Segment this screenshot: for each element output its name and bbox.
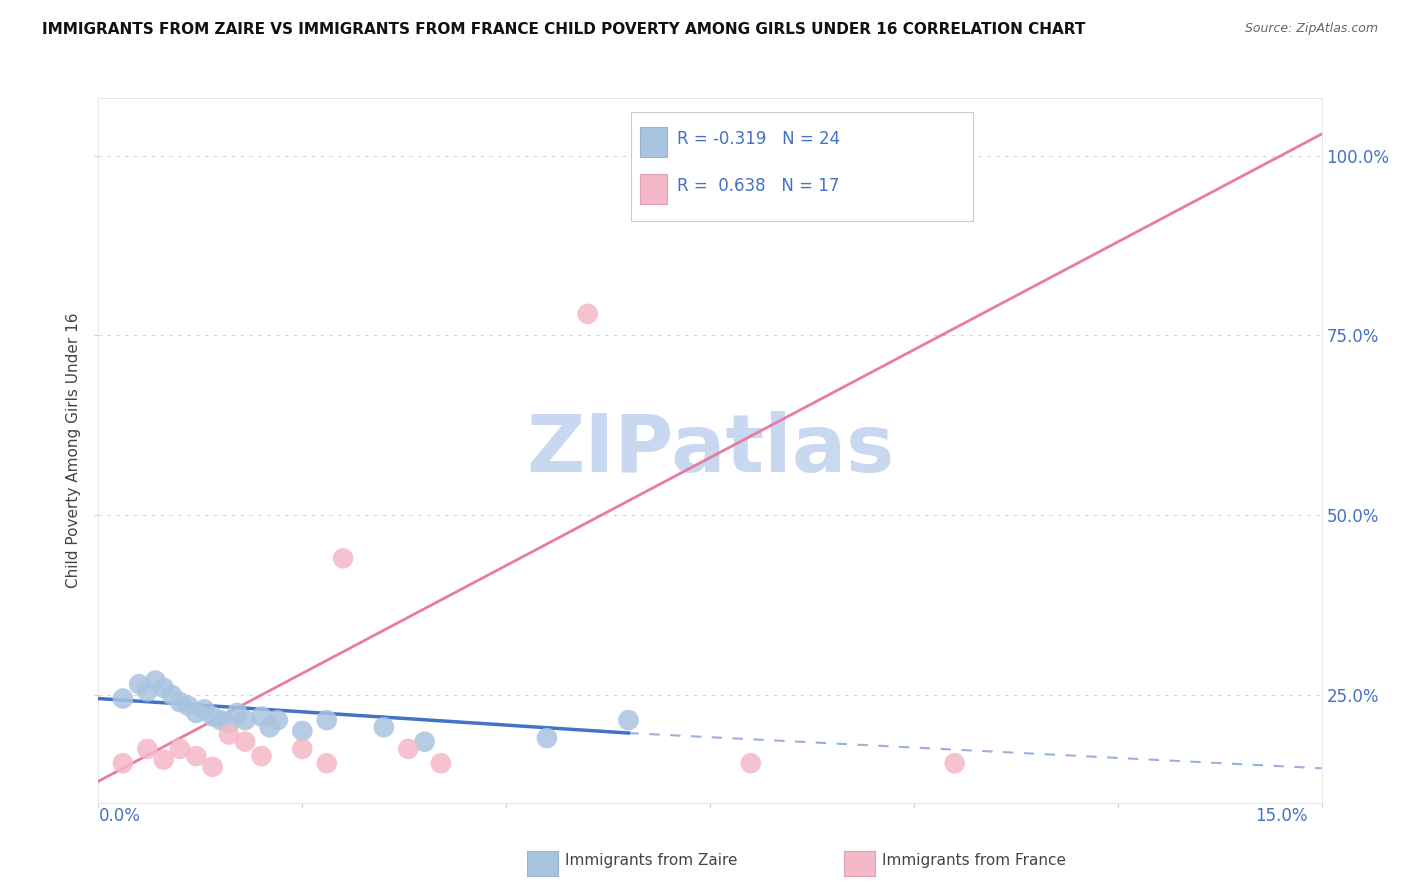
Point (740, 756, 762, 771)
Text: R = -0.319   N = 24: R = -0.319 N = 24 (678, 130, 841, 148)
Point (430, 756, 453, 771)
Point (136, 684, 159, 698)
Point (186, 706, 208, 720)
Point (177, 698, 200, 713)
Point (152, 753, 174, 767)
Point (943, 756, 966, 771)
FancyBboxPatch shape (640, 127, 668, 157)
Point (233, 734, 256, 748)
Point (396, 742, 419, 756)
Point (218, 727, 240, 741)
Text: R =  0.638   N = 17: R = 0.638 N = 17 (678, 178, 839, 195)
Point (259, 720, 281, 734)
Y-axis label: Child Poverty Among Girls Under 16: Child Poverty Among Girls Under 16 (66, 313, 82, 588)
Point (160, 688, 183, 702)
FancyBboxPatch shape (640, 174, 668, 204)
Point (218, 716, 240, 731)
Point (136, 742, 159, 756)
Point (128, 677, 150, 691)
Point (576, 307, 599, 321)
Point (332, 551, 354, 566)
Point (186, 749, 208, 764)
Text: 0.0%: 0.0% (98, 807, 141, 825)
Point (291, 723, 314, 738)
Point (145, 673, 167, 688)
Text: Source: ZipAtlas.com: Source: ZipAtlas.com (1244, 22, 1378, 36)
Point (201, 760, 224, 774)
Point (152, 681, 174, 695)
Point (209, 713, 232, 727)
Point (291, 742, 314, 756)
FancyBboxPatch shape (630, 112, 973, 221)
Point (267, 713, 290, 727)
Text: Immigrants from France: Immigrants from France (882, 854, 1066, 868)
Point (315, 756, 337, 771)
Point (413, 734, 436, 748)
Point (250, 709, 273, 723)
Text: IMMIGRANTS FROM ZAIRE VS IMMIGRANTS FROM FRANCE CHILD POVERTY AMONG GIRLS UNDER : IMMIGRANTS FROM ZAIRE VS IMMIGRANTS FROM… (42, 22, 1085, 37)
Point (111, 691, 134, 706)
Point (111, 756, 134, 771)
Point (250, 749, 273, 764)
Point (226, 706, 249, 720)
Point (169, 695, 191, 709)
Point (169, 742, 191, 756)
Point (373, 720, 395, 734)
Point (201, 709, 224, 723)
Text: 15.0%: 15.0% (1256, 807, 1308, 825)
Text: ZIPatlas: ZIPatlas (526, 411, 894, 490)
Point (617, 713, 640, 727)
Point (193, 702, 215, 716)
Point (315, 713, 337, 727)
Text: Immigrants from Zaire: Immigrants from Zaire (565, 854, 738, 868)
Point (233, 713, 256, 727)
Point (536, 731, 558, 745)
